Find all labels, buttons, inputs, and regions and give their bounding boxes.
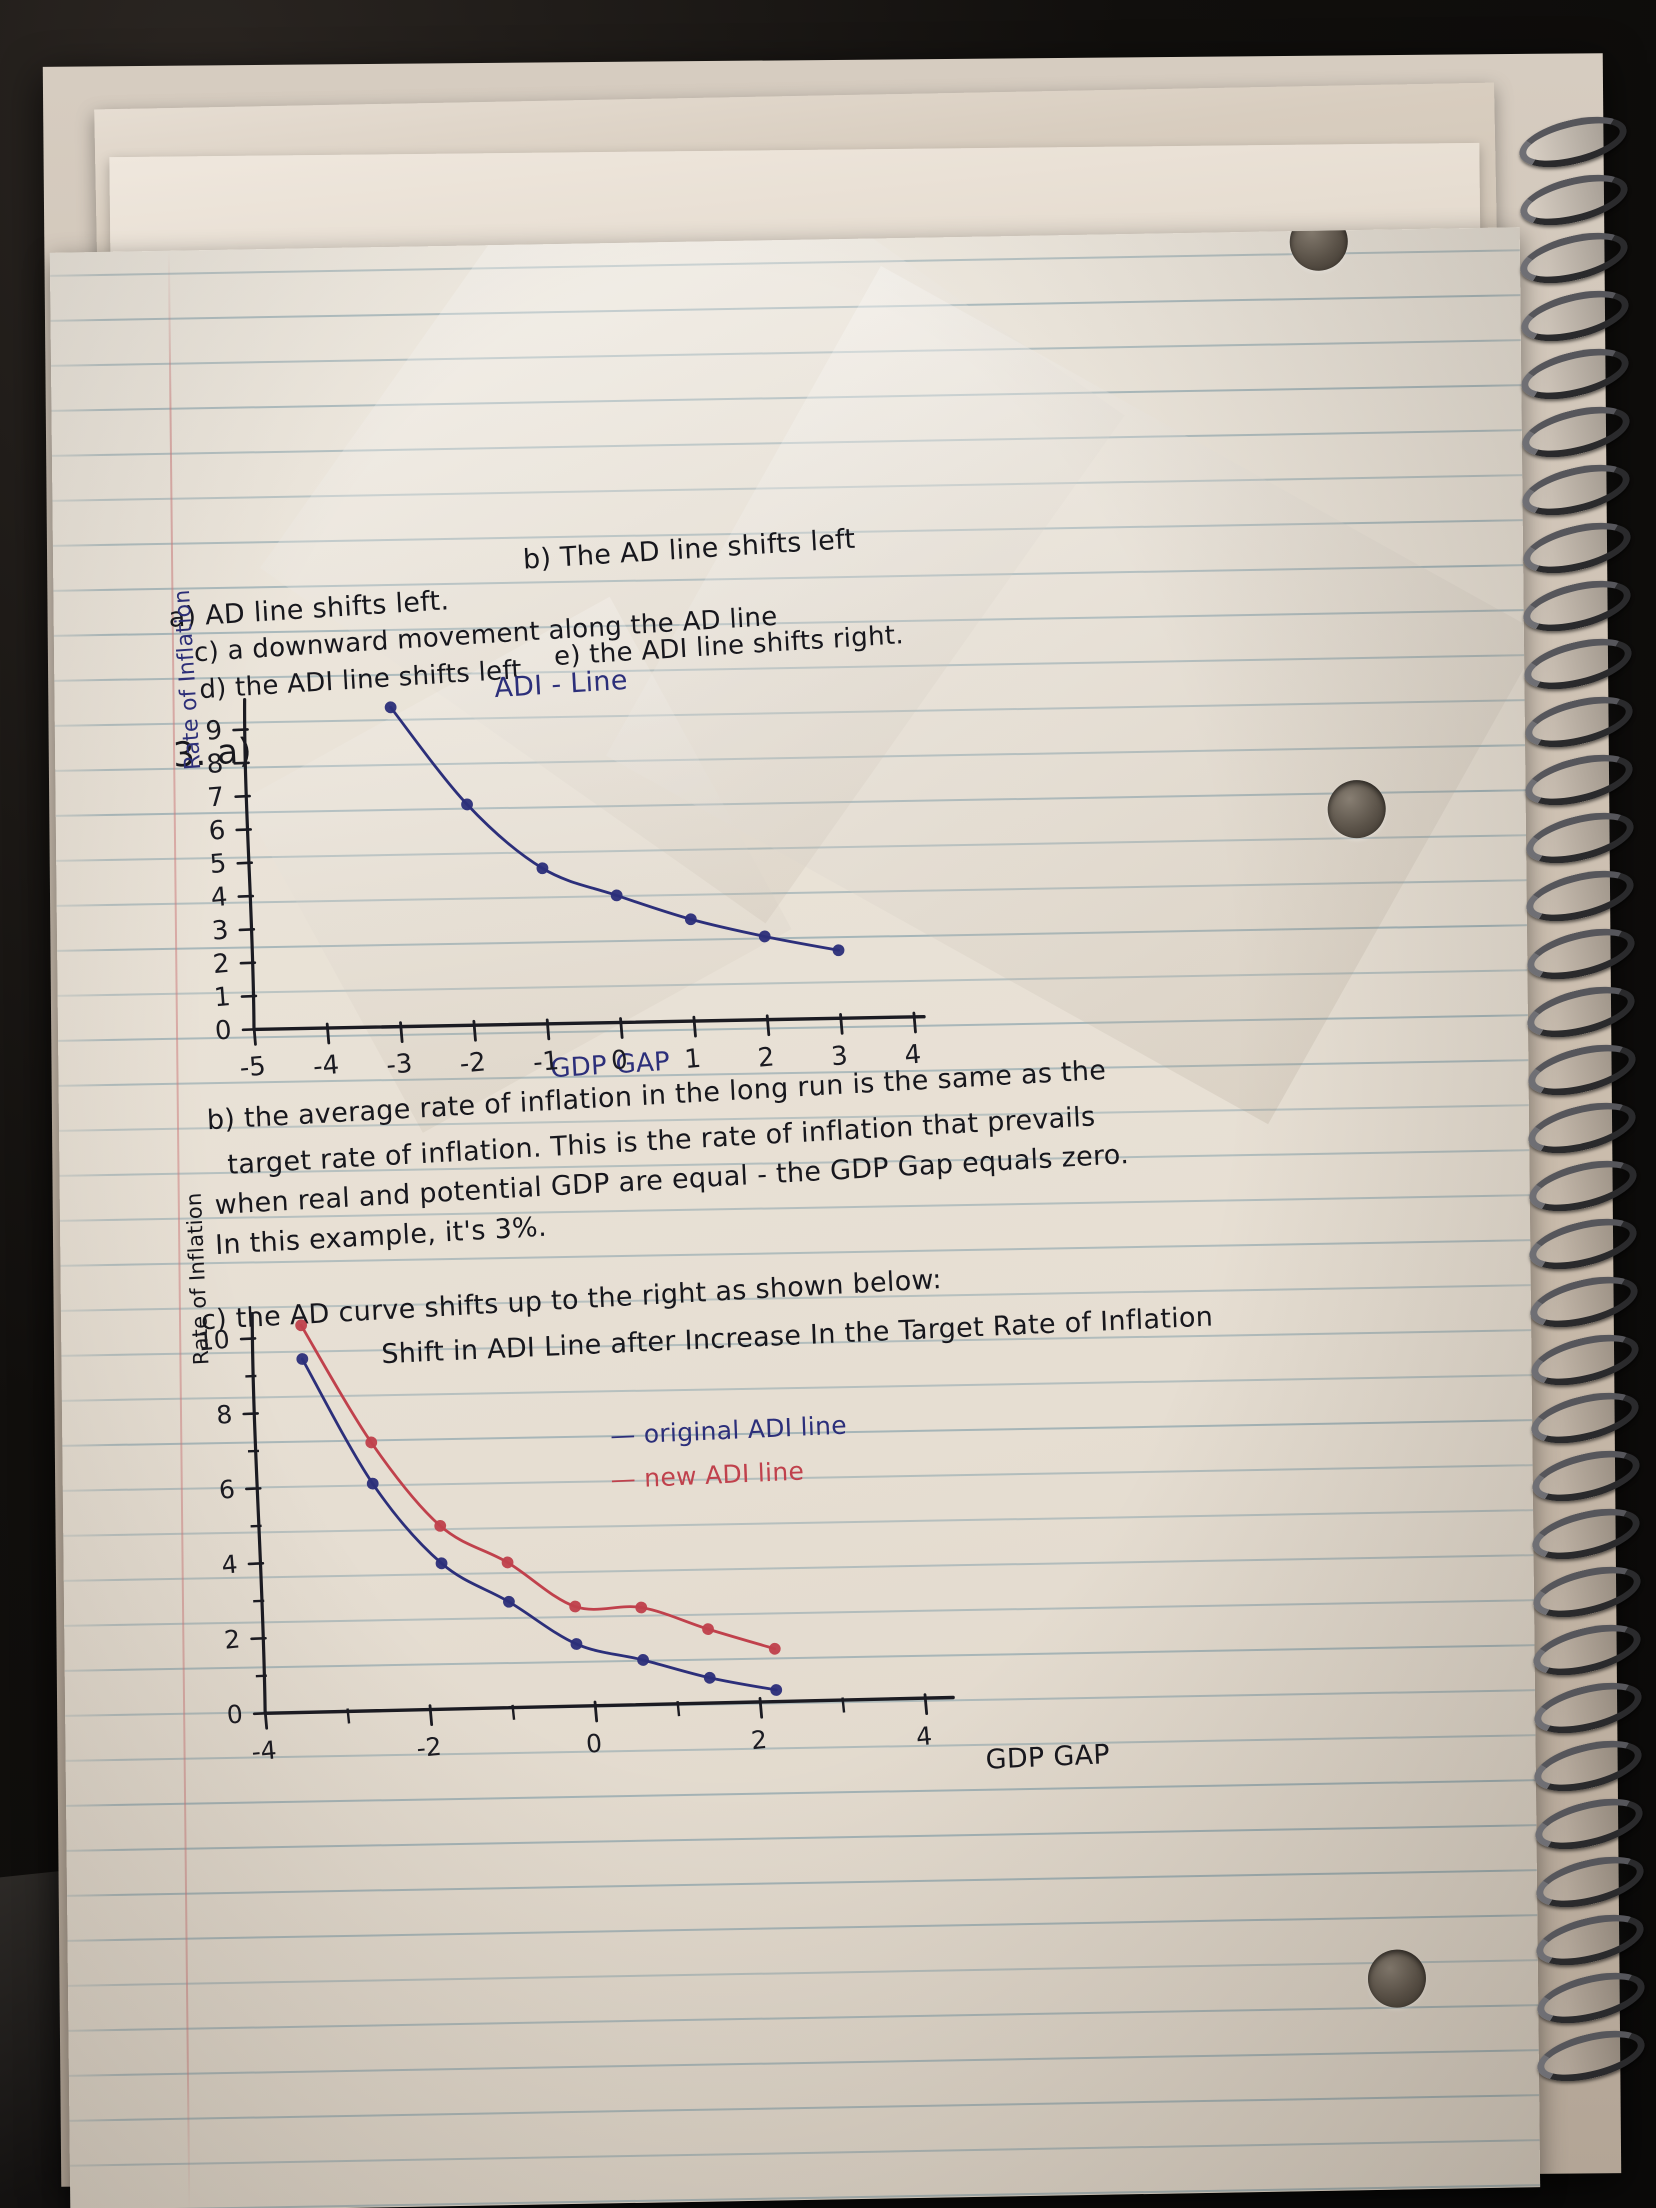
spiral-coil — [1532, 2021, 1649, 2090]
spiral-coil — [1515, 223, 1632, 292]
series-point — [636, 1602, 647, 1613]
series-point — [704, 1672, 715, 1683]
series-point — [296, 1320, 307, 1331]
spiral-coil — [1519, 629, 1636, 698]
spiral-coil — [1525, 1267, 1642, 1336]
series-point — [703, 1624, 714, 1635]
series-point — [297, 1354, 308, 1365]
x-tick — [760, 1698, 762, 1717]
series-point — [367, 1478, 378, 1489]
spiral-coil — [1520, 687, 1637, 756]
y-tick-label: 4 — [220, 1549, 238, 1579]
x-minor-tick — [843, 1697, 845, 1712]
notebook-photo: a) AD line shifts left. b) The AD line s… — [0, 0, 1656, 2208]
spiral-coil — [1523, 977, 1640, 1046]
spiral-coil — [1530, 1789, 1647, 1858]
spiral-coil — [1531, 1905, 1648, 1974]
spiral-binding — [1506, 120, 1656, 2120]
chart2-plot: 0 2 4 6 8 10 -4 -2 0 2 4 — [50, 227, 1540, 2208]
x-tick — [430, 1706, 432, 1725]
series-point — [502, 1557, 513, 1568]
y-tick — [241, 1338, 255, 1339]
x-minor-tick — [513, 1705, 515, 1720]
spiral-coil — [1527, 1499, 1644, 1568]
ruled-page: a) AD line shifts left. b) The AD line s… — [50, 227, 1540, 2208]
spiral-coil — [1526, 1325, 1643, 1394]
spiral-coil — [1529, 1673, 1646, 1742]
spiral-coil — [1515, 165, 1632, 234]
y-tick-label: 0 — [226, 1699, 244, 1729]
spiral-coil — [1518, 513, 1635, 582]
spiral-coil — [1516, 281, 1633, 350]
y-tick-label: 10 — [197, 1325, 231, 1357]
spiral-coil — [1527, 1441, 1644, 1510]
x-tick — [595, 1702, 597, 1721]
series-point — [769, 1643, 780, 1654]
x-minor-tick — [678, 1701, 680, 1716]
y-tick — [244, 1413, 258, 1414]
y-tick-label: 6 — [218, 1475, 236, 1505]
spiral-coil — [1521, 861, 1638, 930]
spiral-coil — [1522, 919, 1639, 988]
spiral-coil — [1518, 455, 1635, 524]
spiral-coil — [1517, 397, 1634, 466]
spiral-coil — [1523, 1035, 1640, 1104]
spiral-coil — [1525, 1209, 1642, 1278]
series-line — [302, 1340, 776, 1710]
series-point — [571, 1639, 582, 1650]
x-tick-label: 2 — [750, 1725, 768, 1755]
series-point — [771, 1685, 782, 1696]
x-minor-tick — [348, 1708, 350, 1723]
y-tick-label: 2 — [223, 1624, 241, 1654]
y-tick-label: 8 — [215, 1400, 233, 1430]
spiral-coil — [1532, 1963, 1649, 2032]
spiral-coil — [1528, 1557, 1645, 1626]
x-tick-label: 4 — [915, 1721, 933, 1751]
spiral-coil — [1520, 745, 1637, 814]
x-tick-label: 0 — [585, 1729, 603, 1759]
spiral-coil — [1516, 339, 1633, 408]
series-point — [570, 1601, 581, 1612]
y-tick — [246, 1488, 260, 1489]
series-point — [638, 1655, 649, 1666]
x-tick-label: -2 — [415, 1732, 442, 1763]
x-tick — [265, 1709, 267, 1728]
spiral-coil — [1524, 1093, 1641, 1162]
spiral-coil — [1529, 1615, 1646, 1684]
series-point — [435, 1520, 446, 1531]
spiral-coil — [1531, 1847, 1648, 1916]
x-tick — [925, 1695, 927, 1714]
x-tick-label: -4 — [250, 1735, 277, 1766]
spiral-coil — [1524, 1151, 1641, 1220]
y-tick — [249, 1563, 263, 1564]
series-point — [504, 1596, 515, 1607]
spiral-coil — [1519, 571, 1636, 640]
y-tick — [252, 1638, 266, 1639]
series-point — [436, 1558, 447, 1569]
spiral-coil — [1530, 1731, 1647, 1800]
x-axis — [265, 1685, 953, 1727]
y-axis — [251, 1314, 266, 1714]
series-point — [366, 1437, 377, 1448]
spiral-coil — [1526, 1383, 1643, 1452]
spiral-coil — [1521, 803, 1638, 872]
